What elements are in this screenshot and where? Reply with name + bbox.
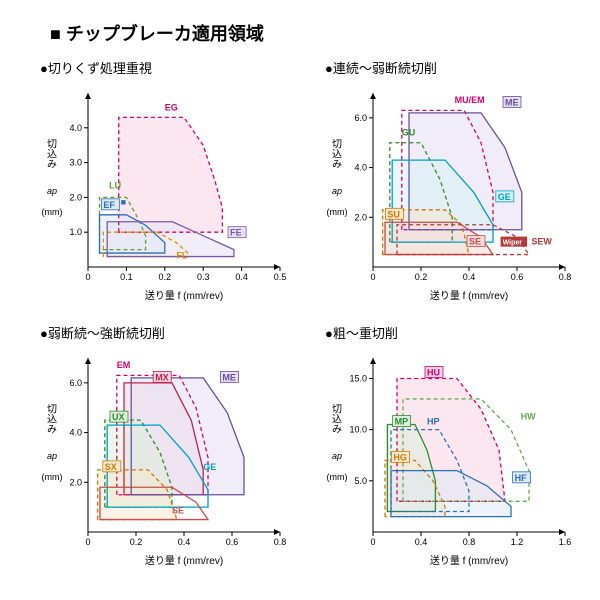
svg-text:2.0: 2.0 [69, 192, 82, 202]
svg-text:2.0: 2.0 [354, 212, 367, 222]
svg-text:切込み: 切込み [45, 139, 57, 169]
svg-text:送り量 f (mm/rev): 送り量 f (mm/rev) [430, 554, 508, 567]
svg-text:SE: SE [469, 237, 481, 247]
svg-text:(mm): (mm) [42, 207, 63, 217]
chart-1-title: 切りくず処理重視 [40, 58, 295, 77]
svg-text:HU: HU [427, 367, 440, 377]
svg-text:0: 0 [85, 272, 90, 282]
chart-4-title: 粗～重切削 [325, 323, 580, 342]
svg-text:MP: MP [395, 417, 409, 427]
svg-text:EF: EF [103, 200, 115, 210]
chart-1-svg: 0 0.1 0.2 0.3 0.4 0.5 1.0 2.0 3.0 4.0 送り量 f (mm/re… [40, 83, 290, 303]
chart-2-svg: 0 0.2 0.4 0.6 0.8 2.0 4.0 6.0 送り量 f (mm/rev) 切込み a… [325, 83, 575, 303]
svg-text:0.6: 0.6 [511, 272, 524, 282]
svg-text:(mm): (mm) [327, 207, 348, 217]
svg-text:HF: HF [515, 473, 527, 483]
svg-text:5.0: 5.0 [354, 476, 367, 486]
svg-text:HG: HG [393, 452, 407, 462]
svg-text:0: 0 [370, 537, 375, 547]
svg-text:切込み: 切込み [330, 139, 342, 169]
svg-text:HW: HW [521, 411, 536, 421]
svg-text:0: 0 [85, 537, 90, 547]
page-title: チップブレーカ適用領域 [50, 20, 580, 46]
svg-text:送り量 f (mm/rev): 送り量 f (mm/rev) [145, 289, 223, 302]
svg-text:0.4: 0.4 [463, 272, 476, 282]
svg-text:6.0: 6.0 [69, 378, 82, 388]
svg-text:0.1: 0.1 [120, 272, 133, 282]
svg-text:ap: ap [47, 186, 57, 196]
svg-text:0: 0 [370, 272, 375, 282]
svg-text:LU: LU [109, 181, 121, 191]
svg-text:■: ■ [121, 197, 126, 207]
svg-text:MX: MX [155, 372, 169, 382]
svg-text:ME: ME [505, 97, 519, 107]
svg-text:1.0: 1.0 [69, 227, 82, 237]
svg-text:0.2: 0.2 [159, 272, 172, 282]
svg-text:送り量 f (mm/rev): 送り量 f (mm/rev) [430, 289, 508, 302]
svg-text:HP: HP [427, 417, 440, 427]
svg-text:4.0: 4.0 [354, 163, 367, 173]
svg-text:4.0: 4.0 [69, 123, 82, 133]
svg-text:FE: FE [230, 228, 242, 238]
svg-text:0.8: 0.8 [274, 537, 287, 547]
svg-text:FL: FL [176, 250, 187, 260]
svg-text:ME: ME [222, 372, 236, 382]
svg-text:送り量 f (mm/rev): 送り量 f (mm/rev) [145, 554, 223, 567]
svg-text:切込み: 切込み [45, 404, 57, 434]
svg-text:MU/EM: MU/EM [455, 95, 485, 105]
svg-text:GE: GE [203, 462, 216, 472]
svg-text:0.8: 0.8 [463, 537, 476, 547]
svg-text:EM: EM [117, 360, 131, 370]
svg-text:0.6: 0.6 [226, 537, 239, 547]
svg-text:0.4: 0.4 [415, 537, 428, 547]
svg-text:(mm): (mm) [327, 472, 348, 482]
svg-text:切込み: 切込み [330, 404, 342, 434]
svg-text:0.4: 0.4 [178, 537, 191, 547]
svg-text:0.2: 0.2 [415, 272, 428, 282]
chart-4-svg: 0 0.4 0.8 1.2 1.6 5.0 10.0 15.0 送り量 f (mm/rev) 切込… [325, 348, 575, 568]
chart-3-title: 弱断続～強断続切削 [40, 323, 295, 342]
svg-text:SX: SX [105, 462, 117, 472]
svg-text:3.0: 3.0 [69, 158, 82, 168]
chart-grid: 切りくず処理重視 0 0.1 0.2 0.3 0.4 0.5 1.0 2.0 3.0 4.0 送り量… [40, 58, 580, 568]
svg-text:SEW: SEW [531, 237, 552, 247]
svg-text:0.5: 0.5 [274, 272, 287, 282]
svg-text:SE: SE [172, 505, 184, 515]
svg-text:15.0: 15.0 [349, 373, 367, 383]
svg-text:ap: ap [332, 451, 342, 461]
chart-4: 粗～重切削 0 0.4 0.8 1.2 1.6 5.0 10.0 15.0 送り量 f (mm/… [325, 323, 580, 568]
svg-text:ap: ap [47, 451, 57, 461]
svg-text:0.2: 0.2 [130, 537, 143, 547]
svg-text:6.0: 6.0 [354, 113, 367, 123]
svg-text:SU: SU [387, 209, 400, 219]
svg-text:GE: GE [498, 192, 511, 202]
svg-text:1.2: 1.2 [511, 537, 524, 547]
svg-text:2.0: 2.0 [69, 477, 82, 487]
svg-text:(mm): (mm) [42, 472, 63, 482]
svg-text:GU: GU [402, 127, 416, 137]
chart-2-title: 連続～弱断続切削 [325, 58, 580, 77]
svg-text:0.8: 0.8 [559, 272, 572, 282]
svg-text:UX: UX [112, 412, 125, 422]
svg-text:0.4: 0.4 [235, 272, 248, 282]
chart-2: 連続～弱断続切削 0 0.2 0.4 0.6 0.8 2.0 4.0 6.0 送り量 f (mm… [325, 58, 580, 303]
svg-text:ap: ap [332, 186, 342, 196]
chart-3-svg: 0 0.2 0.4 0.6 0.8 2.0 4.0 6.0 送り量 f (mm/rev) 切込み a… [40, 348, 290, 568]
svg-text:0.3: 0.3 [197, 272, 210, 282]
svg-text:EG: EG [165, 102, 178, 112]
chart-1: 切りくず処理重視 0 0.1 0.2 0.3 0.4 0.5 1.0 2.0 3.0 4.0 送り量… [40, 58, 295, 303]
svg-text:10.0: 10.0 [349, 425, 367, 435]
svg-text:4.0: 4.0 [69, 428, 82, 438]
chart-3: 弱断続～強断続切削 0 0.2 0.4 0.6 0.8 2.0 4.0 6.0 送り量 f (m… [40, 323, 295, 568]
svg-text:Wiper: Wiper [503, 240, 523, 247]
svg-text:1.6: 1.6 [559, 537, 572, 547]
